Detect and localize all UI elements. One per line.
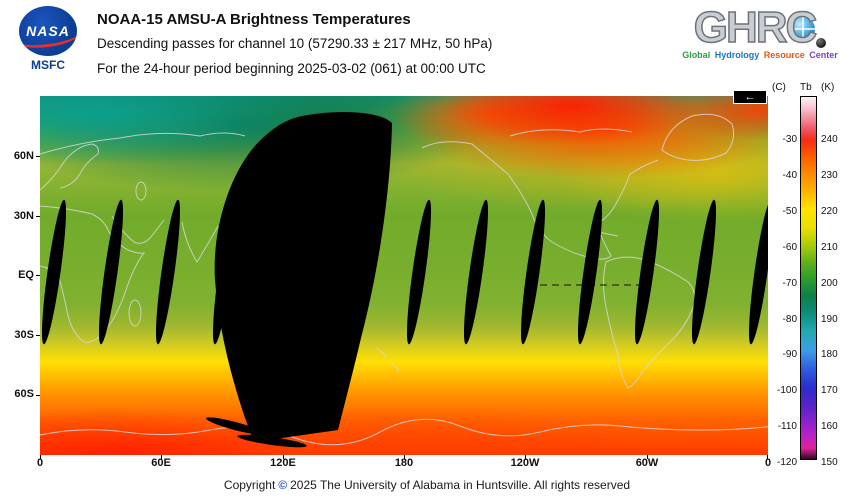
nasa-logo: NASA MSFC bbox=[12, 6, 84, 72]
colorbar-k-label: 200 bbox=[821, 278, 838, 289]
ghrc-acronym: GHR C bbox=[674, 3, 846, 52]
colorbar-k-label: 210 bbox=[821, 242, 838, 253]
colorbar-k-label: 240 bbox=[821, 134, 838, 145]
colorbar-c-label: -50 bbox=[782, 206, 797, 217]
colorbar-c-label: -60 bbox=[782, 242, 797, 253]
x-axis-label-120w: 120W bbox=[510, 457, 540, 469]
y-axis-label-60n: 60N bbox=[13, 150, 34, 162]
colorbar bbox=[800, 96, 817, 460]
colorbar-c-label: -110 bbox=[777, 421, 797, 432]
colorbar-c-label: -80 bbox=[782, 314, 797, 325]
ghrc-word-hydrology: Hydrology bbox=[714, 50, 760, 60]
x-tick bbox=[283, 455, 284, 459]
colorbar-k-label: 220 bbox=[821, 206, 838, 217]
colorbar-c-label: -100 bbox=[776, 385, 797, 396]
y-axis-label-30s: 30S bbox=[14, 329, 34, 341]
x-tick bbox=[767, 455, 768, 459]
nasa-logo-text: NASA bbox=[26, 23, 70, 39]
colorbar-c-label: -70 bbox=[782, 278, 797, 289]
y-axis-label-30n: 30N bbox=[13, 210, 34, 222]
x-tick bbox=[40, 455, 41, 459]
colorbar-k-label: 180 bbox=[821, 349, 838, 360]
ghrc-letter-c: C bbox=[785, 3, 818, 52]
x-axis-label-60w: 60W bbox=[635, 457, 659, 469]
colorbar-k-label: 190 bbox=[821, 314, 838, 325]
colorbar-c-label: -120 bbox=[776, 457, 797, 468]
y-tick bbox=[36, 275, 40, 276]
msfc-label: MSFC bbox=[31, 58, 65, 72]
y-tick bbox=[36, 216, 40, 217]
y-tick bbox=[36, 395, 40, 396]
y-tick bbox=[36, 156, 40, 157]
copyright-symbol: © bbox=[278, 478, 288, 492]
colorbar-k-label: 230 bbox=[821, 170, 838, 181]
y-axis-label-eq: EQ bbox=[18, 269, 34, 281]
colorbar-c-label: -40 bbox=[782, 170, 797, 181]
copyright-post: 2025 The University of Alabama in Huntsv… bbox=[290, 478, 631, 492]
nasa-meatball-icon: NASA bbox=[19, 6, 77, 56]
copyright-pre: Copyright bbox=[223, 478, 276, 492]
ghrc-tagline: Global Hydrology Resource Center bbox=[674, 50, 846, 60]
x-tick bbox=[525, 455, 526, 459]
copyright-line: Copyright © 2025 The University of Alabama… bbox=[0, 478, 854, 492]
colorbar-unit-kelvin: (K) bbox=[821, 82, 835, 93]
colorbar-unit-tb: Tb bbox=[800, 82, 812, 93]
map-overlay-graphics bbox=[40, 111, 768, 448]
page-title: NOAA-15 AMSU-A Brightness Temperatures bbox=[97, 11, 411, 28]
x-axis-label-120e: 120E bbox=[270, 457, 296, 469]
colorbar-c-label: -30 bbox=[782, 134, 797, 145]
colorbar-k-label: 160 bbox=[821, 421, 838, 432]
x-tick bbox=[404, 455, 405, 459]
y-tick bbox=[36, 335, 40, 336]
subtitle-period: For the 24-hour period beginning 2025-03… bbox=[97, 61, 486, 76]
back-arrow-button[interactable]: ← bbox=[733, 90, 767, 104]
globe-icon bbox=[790, 17, 815, 41]
ghrc-word-global: Global bbox=[682, 50, 711, 60]
subtitle-channel: Descending passes for channel 10 (57290.… bbox=[97, 36, 493, 51]
coastlines bbox=[40, 113, 768, 446]
colorbar-c-label: -90 bbox=[782, 349, 797, 360]
back-arrow-icon: ← bbox=[744, 91, 756, 103]
ghrc-logo: GHR C Global Hydrology Resource Center bbox=[674, 3, 846, 60]
colorbar-unit-celsius: (C) bbox=[772, 82, 786, 93]
y-axis-label-60s: 60S bbox=[14, 388, 34, 400]
missing-data-swaths bbox=[41, 111, 768, 448]
x-axis-label-0a: 0 bbox=[36, 457, 44, 469]
colorbar-k-label: 170 bbox=[821, 385, 838, 396]
x-tick bbox=[161, 455, 162, 459]
x-axis-label-0b: 0 bbox=[764, 457, 772, 469]
x-tick bbox=[647, 455, 648, 459]
x-axis-label-60e: 60E bbox=[151, 457, 171, 469]
ghrc-word-resource: Resource bbox=[763, 50, 805, 60]
ghrc-word-center: Center bbox=[809, 50, 838, 60]
ghrc-letters: GHR bbox=[693, 3, 788, 52]
brightness-temperature-map bbox=[40, 96, 768, 455]
colorbar-k-label: 150 bbox=[821, 457, 838, 468]
x-axis-label-180: 180 bbox=[394, 457, 414, 469]
small-globe-icon bbox=[816, 38, 827, 48]
